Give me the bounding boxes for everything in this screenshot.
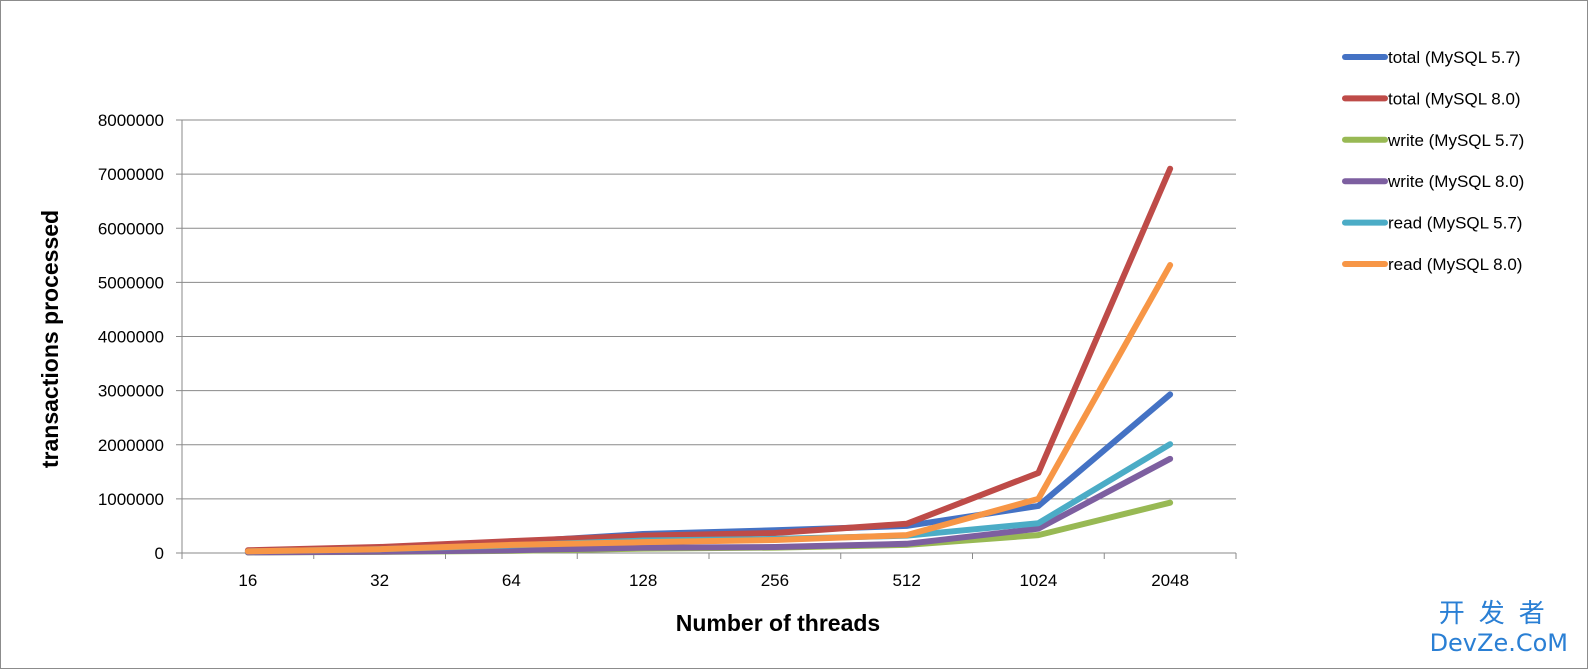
x-tick-labels: 16 32 64 128 256 512 1024 2048 <box>238 571 1189 590</box>
x-tick-label-6: 1024 <box>1019 571 1057 590</box>
series-line-1 <box>244 165 1174 554</box>
x-axis-title: Number of threads <box>676 610 880 636</box>
legend-label-3: write (MySQL 8.0) <box>1387 172 1524 191</box>
legend-label-0: total (MySQL 5.7) <box>1388 48 1521 67</box>
y-tick-label-7: 7000000 <box>98 165 164 184</box>
watermark-cn: 开发者 <box>1438 599 1559 629</box>
y-axis-title: transactions processed <box>37 210 63 468</box>
x-tick-label-0: 16 <box>238 571 257 590</box>
x-tick-label-5: 512 <box>892 571 920 590</box>
y-tick-label-0: 0 <box>155 544 164 563</box>
series-line-5 <box>244 262 1174 555</box>
legend-label-1: total (MySQL 8.0) <box>1388 89 1521 108</box>
legend-label-5: read (MySQL 8.0) <box>1388 255 1522 274</box>
y-tick-label-5: 5000000 <box>98 273 164 292</box>
watermark: 开发者 DevZe.CoM <box>1430 599 1568 657</box>
y-tick-label-1: 1000000 <box>98 490 164 509</box>
x-tick-label-4: 256 <box>761 571 789 590</box>
y-tick-label-8: 8000000 <box>98 111 164 130</box>
gridlines <box>182 119 1236 500</box>
legend-label-2: write (MySQL 5.7) <box>1387 131 1524 150</box>
x-tick-label-7: 2048 <box>1151 571 1189 590</box>
x-tick-label-2: 64 <box>502 571 521 590</box>
x-tick-label-1: 32 <box>370 571 389 590</box>
x-tick-label-3: 128 <box>629 571 657 590</box>
axes <box>176 119 1237 559</box>
watermark-en: DevZe.CoM <box>1429 629 1568 657</box>
y-tick-label-6: 6000000 <box>98 219 164 238</box>
series-lines <box>244 165 1174 556</box>
legend-label-4: read (MySQL 5.7) <box>1388 214 1522 233</box>
y-tick-label-4: 4000000 <box>98 328 164 347</box>
y-tick-labels: 0 1000000 2000000 3000000 4000000 5000000 6000… <box>98 111 164 563</box>
legend: total (MySQL 5.7) total (MySQL 8.0) write … <box>1342 48 1524 274</box>
y-tick-label-2: 2000000 <box>98 436 164 455</box>
y-tick-label-3: 3000000 <box>98 382 164 401</box>
